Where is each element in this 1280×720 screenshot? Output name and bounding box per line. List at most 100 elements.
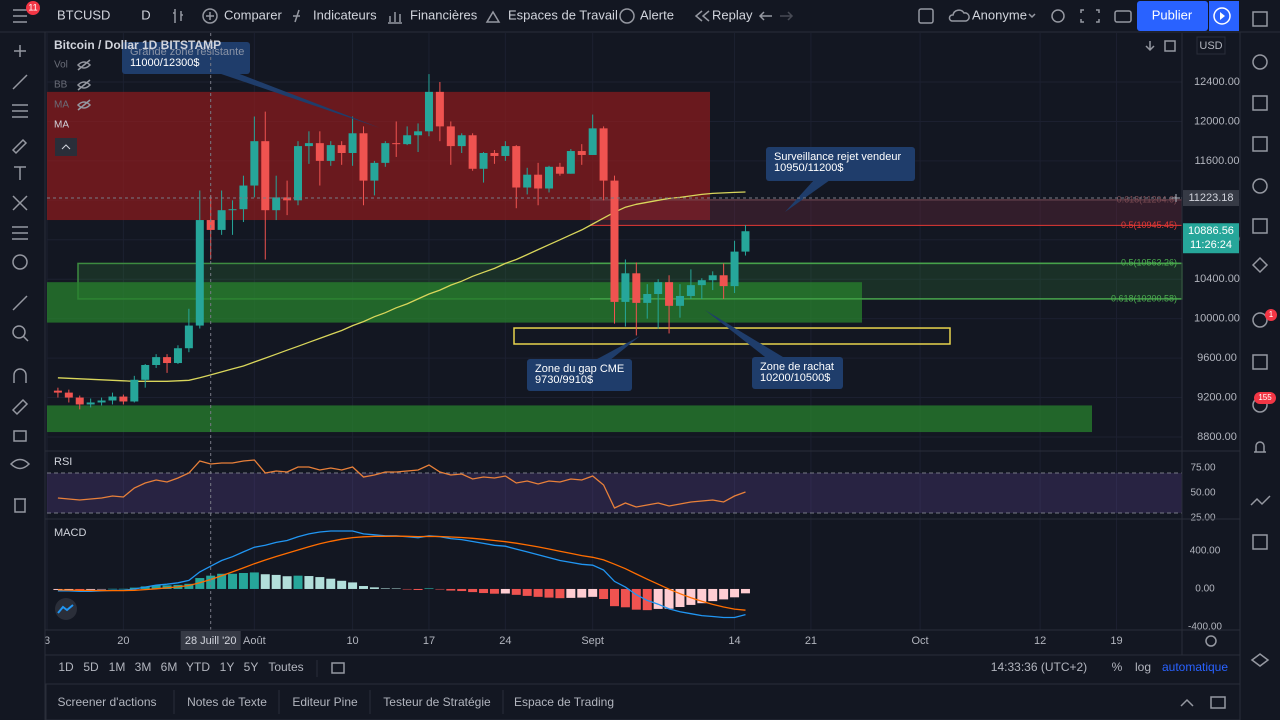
user-name[interactable]: Anonyme [972,7,1027,22]
y-tick-label: 12000.00 [1194,115,1240,127]
auto-toggle[interactable]: automatique [1162,660,1228,674]
macd-label: MACD [54,527,86,539]
menu-button[interactable] [13,9,27,23]
collapse-legend[interactable] [55,138,77,156]
axis-settings[interactable] [1205,635,1217,647]
toolbar-item[interactable]: Comparer [224,7,282,22]
sidebar-badge-count: 1 [1269,310,1274,319]
macd-histogram-bar [599,588,609,600]
candle-body [414,131,423,136]
axis-menu[interactable] [1145,41,1155,52]
toolbar-item[interactable]: Financières [410,7,478,22]
candle-body [217,210,226,230]
toolbar-item[interactable]: Espaces de Travail [508,7,618,22]
zone [47,405,1092,433]
percent-toggle[interactable]: % [1112,660,1123,674]
indicator-label[interactable]: BB [54,80,68,91]
macd-histogram-bar [249,572,259,589]
candle-body [108,396,117,401]
macd-histogram-bar [260,574,270,589]
timeframe[interactable]: Toutes [268,660,303,674]
last-price-label: 10886.56 [1188,225,1234,237]
layout-button[interactable] [918,8,934,24]
sidebar-badge [1254,392,1276,404]
fib-label: 0.5(10563.26) [1121,257,1177,267]
x-tick-label: Oct [912,635,929,647]
candle-body [643,294,652,303]
sidebar-icons[interactable] [1250,11,1271,667]
indicator-label[interactable]: MA [54,120,69,131]
macd-histogram-bar [511,588,521,595]
timeframe[interactable]: 3M [135,660,152,674]
macd-histogram-bar [86,588,96,590]
indicator-label[interactable]: MA [54,100,69,111]
macd-histogram-bar [457,588,467,592]
x-tick-label: 19 [1110,635,1122,647]
expand-panel[interactable] [1180,698,1194,707]
timeframe[interactable]: 5Y [244,660,259,674]
bottom-tab[interactable]: Espace de Trading [514,695,614,709]
callout-text: 9730/9910$ [535,374,593,386]
macd-histogram-bar [686,588,696,605]
currency-box[interactable] [1196,36,1226,55]
candle-body [359,133,368,181]
y-tick-label: 10000.00 [1194,313,1240,325]
candle-body [479,153,488,169]
indicator-label[interactable]: Vol [54,60,68,71]
undo-button[interactable] [758,11,772,21]
axis-maximize[interactable] [1164,40,1176,52]
macd-histogram-bar [97,588,107,590]
timeframe[interactable]: 1M [109,660,126,674]
x-tick-label: 14 [728,635,740,647]
redo-button[interactable] [780,11,794,21]
timeframe[interactable]: 1Y [220,660,235,674]
candle-body [239,185,248,210]
clock[interactable]: 14:33:36 (UTC+2) [991,660,1087,674]
candle-body [534,174,543,189]
signal-line [57,535,746,611]
x-tick-label: 24 [499,635,511,647]
publish-button[interactable] [1137,1,1208,31]
candle-body [610,180,619,302]
chart-type-button[interactable] [173,9,183,23]
timeframe[interactable]: 6M [161,660,178,674]
drawing-tools[interactable] [9,45,31,513]
candle-body [654,282,663,295]
callout-text: Grande zone résistante [130,46,244,58]
candle-body [599,128,608,181]
timeframe[interactable]: 1D [58,660,74,674]
toolbar-item[interactable]: Indicateurs [313,7,377,22]
candle-body [730,251,739,287]
macd-histogram-bar [271,574,281,589]
date-range-button[interactable] [331,662,345,674]
macd-histogram-bar [468,588,478,593]
cloud-icon [948,9,970,22]
user-dropdown[interactable] [1028,13,1036,19]
bottom-tab[interactable]: Testeur de Stratégie [383,695,491,709]
toolbar-item[interactable]: Alerte [640,7,674,22]
timeframe[interactable]: YTD [186,660,210,674]
rsi-label: RSI [54,456,72,468]
callout-text: Surveillance rejet vendeur [774,151,902,163]
timeframe[interactable]: 5D [83,660,99,674]
hidden-icons[interactable] [76,59,92,111]
maximize-panel[interactable] [1210,696,1226,709]
symbol[interactable]: BTCUSD [57,7,110,22]
macd-histogram-bar [107,588,117,590]
macd-histogram-bar [740,588,750,594]
bottom-tab[interactable]: Notes de Texte [187,695,267,709]
bottom-tab[interactable]: Editeur Pine [292,695,358,709]
chart-legend-title: Bitcoin / Dollar 1D BITSTAMP [54,38,221,52]
currency[interactable]: USD [1199,40,1222,52]
log-toggle[interactable]: log [1135,660,1151,674]
interval[interactable]: D [141,7,150,22]
callout-text: 10200/10500$ [760,372,830,384]
fullscreen-button[interactable] [1080,9,1100,23]
candle-body [545,166,554,189]
settings-button[interactable] [1051,9,1065,23]
publish-label[interactable]: Publier [1152,7,1193,22]
bottom-tab[interactable]: Screener d'actions [57,695,156,709]
toolbar-item[interactable]: Replay [712,7,753,22]
macd-histogram-bar [435,588,445,590]
snapshot-button[interactable] [1114,10,1132,23]
